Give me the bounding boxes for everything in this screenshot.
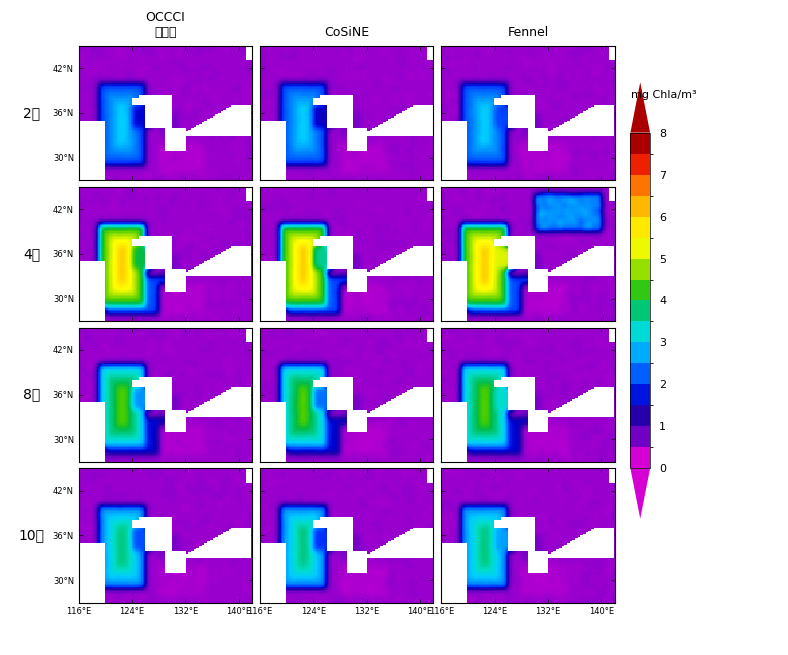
Polygon shape bbox=[630, 83, 650, 132]
Text: 4월: 4월 bbox=[23, 247, 40, 261]
Text: 8월: 8월 bbox=[23, 388, 40, 402]
Text: mg Chla/m³: mg Chla/m³ bbox=[631, 90, 697, 100]
Text: CoSiNE: CoSiNE bbox=[324, 26, 370, 39]
Text: 10월: 10월 bbox=[19, 529, 44, 542]
Text: OCCCI
기후값: OCCCI 기후값 bbox=[146, 11, 185, 39]
Text: 2월: 2월 bbox=[23, 106, 40, 120]
Text: Fennel: Fennel bbox=[507, 26, 548, 39]
Polygon shape bbox=[630, 468, 650, 519]
